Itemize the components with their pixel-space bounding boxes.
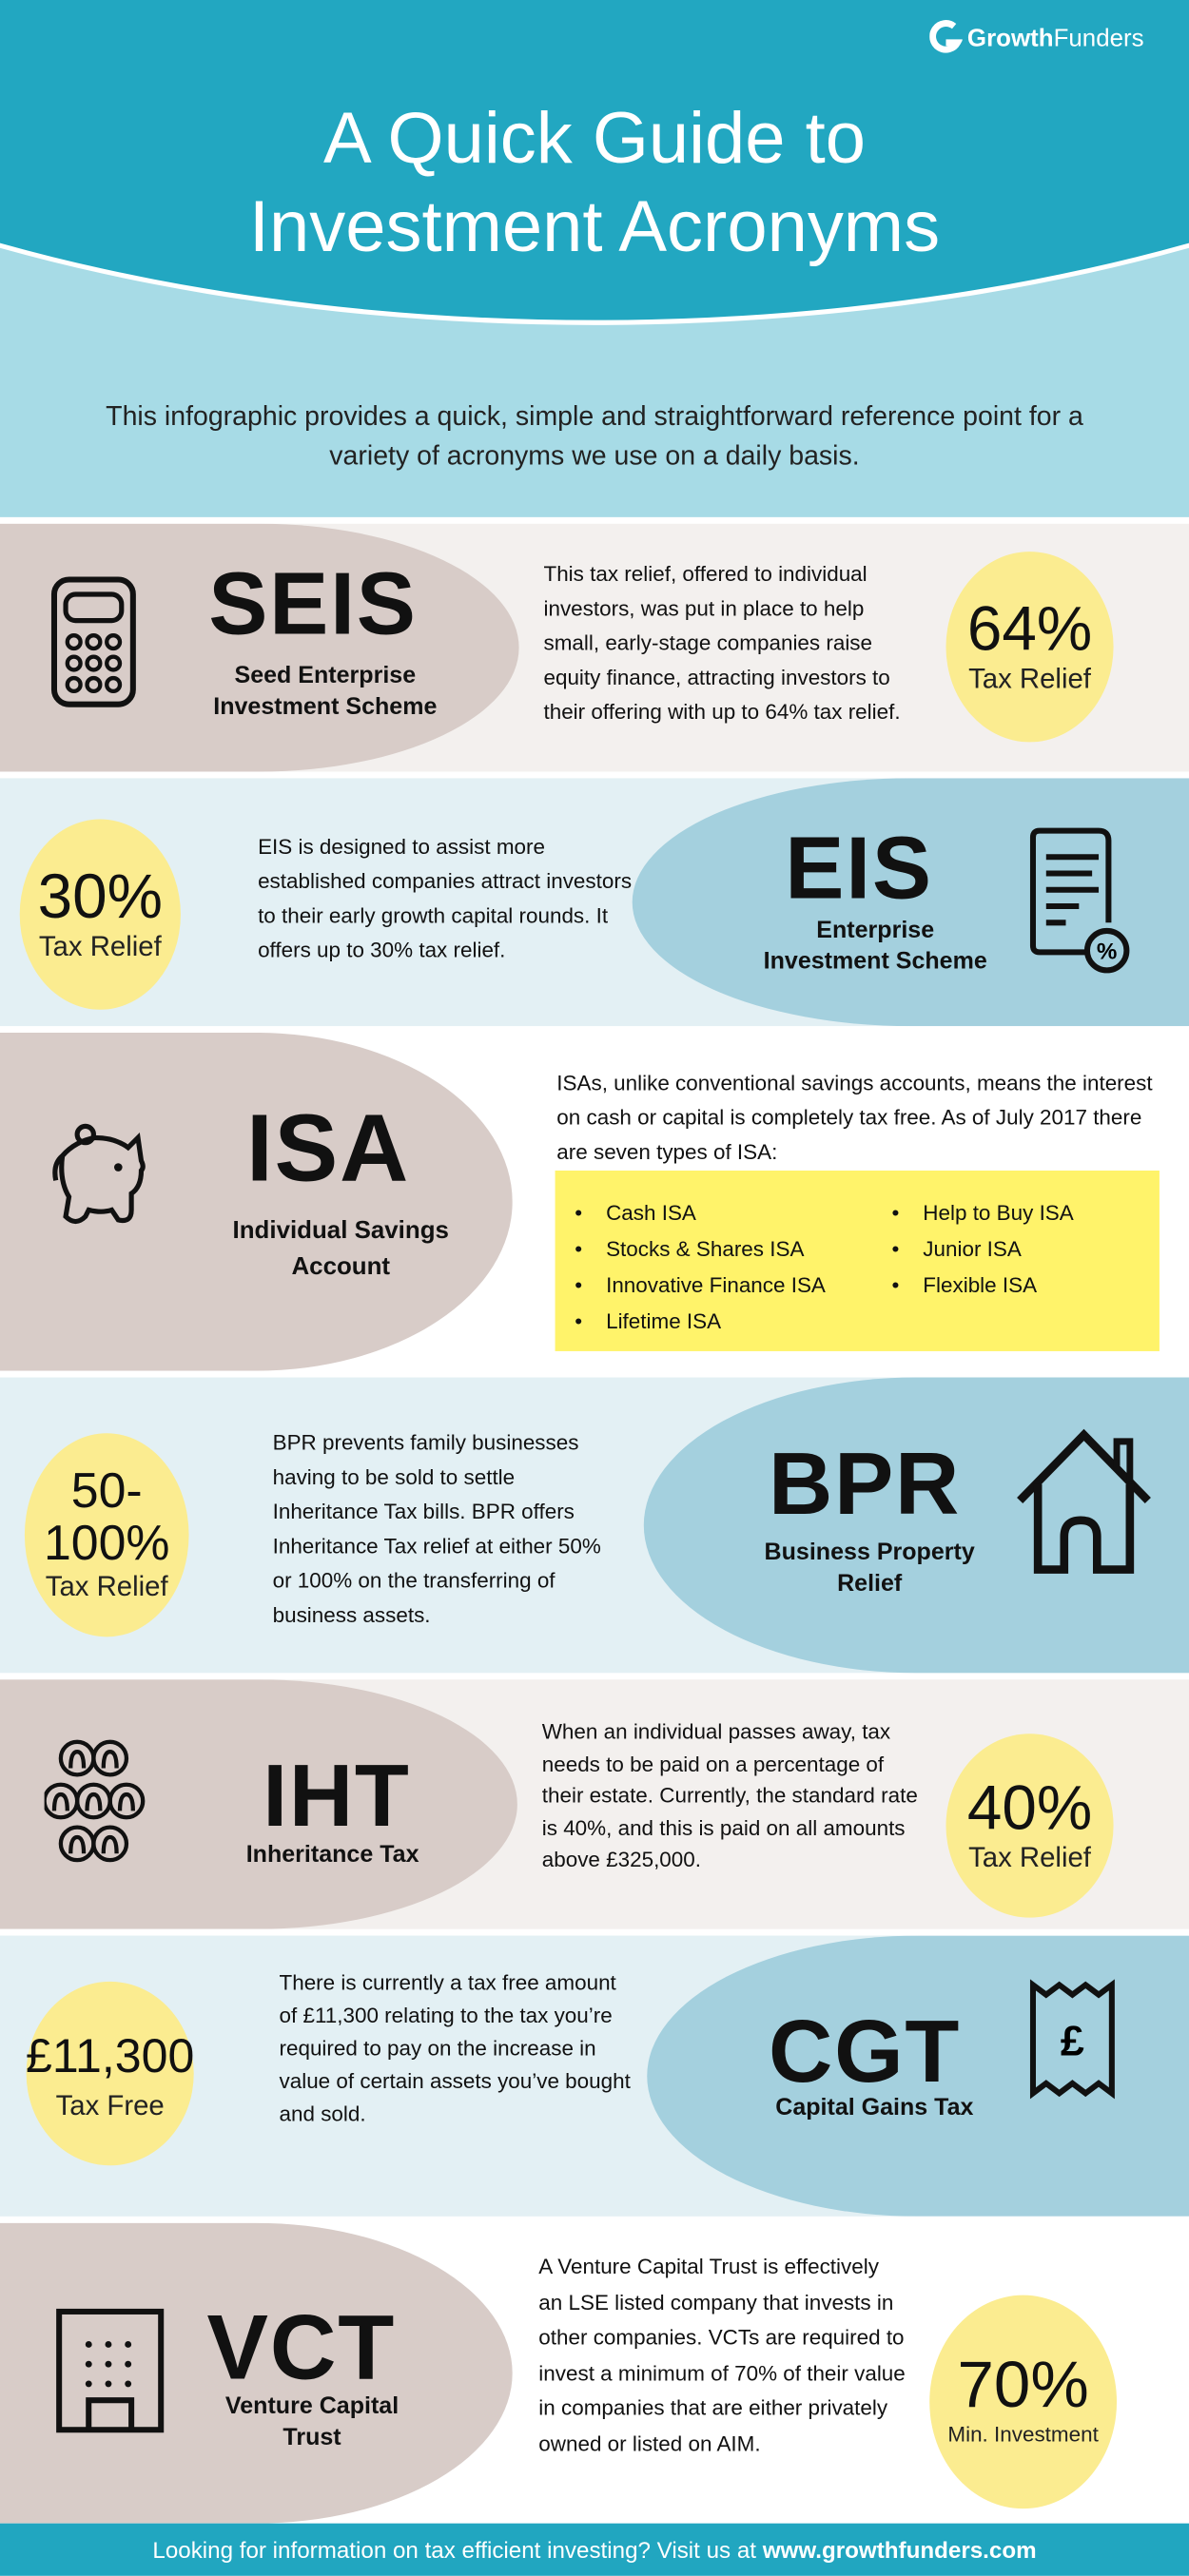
title-line-1: A Quick Guide to — [322, 98, 867, 180]
stat-circle: 64% Tax Relief — [945, 552, 1114, 743]
stat-label: Tax Relief — [968, 663, 1091, 695]
stat-circle: 30% Tax Relief — [19, 819, 181, 1010]
description: When an individual passes away, tax need… — [541, 1718, 918, 1872]
acronym-title: IHT — [263, 1747, 411, 1846]
stat-value: 40% — [966, 1774, 1093, 1844]
brand-logo[interactable]: Growth Funders — [929, 20, 1144, 56]
footer-text: Looking for information on tax efficient… — [152, 2536, 757, 2564]
acronym-title: BPR — [769, 1434, 962, 1534]
list-item: • Lifetime ISA — [575, 1308, 722, 1333]
house-icon — [1017, 1428, 1151, 1574]
stat-label: Min. Investment — [947, 2421, 1099, 2447]
description: A Venture Capital Trust is effectively a… — [538, 2254, 906, 2456]
growthfunders-logo-icon — [929, 20, 963, 53]
pound-receipt-icon: £ — [1029, 1979, 1115, 2100]
description: BPR prevents family businesses having to… — [272, 1429, 601, 1627]
acronym-name: Inheritance Tax — [245, 1842, 419, 1869]
acronym-title: SEIS — [208, 554, 418, 654]
list-item: • Innovative Finance ISA — [575, 1272, 826, 1297]
acronym-panel — [0, 523, 519, 772]
stat-value-line-1: 50- — [70, 1464, 143, 1520]
list-item: • Flexible ISA — [891, 1272, 1038, 1297]
stat-label: Tax Relief — [968, 1842, 1091, 1873]
section-eis: 30% Tax Relief EIS is designed to assist… — [0, 778, 1189, 1027]
acronym-name: Seed Enterprise Investment Scheme — [213, 663, 438, 721]
document-percent-icon: % — [1029, 827, 1130, 974]
acronym-panel — [647, 1935, 1189, 2217]
acronym-title: CGT — [769, 2003, 962, 2101]
acronym-title: VCT — [206, 2295, 397, 2399]
stat-circle: 40% Tax Relief — [945, 1733, 1114, 1918]
header-ellipse — [0, 0, 1189, 320]
svg-text:£: £ — [1061, 2017, 1084, 2065]
stat-label: Tax Free — [55, 2089, 165, 2121]
stat-value-line-2: 100% — [43, 1517, 170, 1572]
stat-circle: 50- 100% Tax Relief — [24, 1433, 189, 1637]
stat-value: 30% — [37, 863, 163, 933]
footer: Looking for information on tax efficient… — [0, 2523, 1189, 2576]
page-title: A Quick Guide to Investment Acronyms — [0, 95, 1189, 272]
acronym-title: ISA — [245, 1094, 411, 1202]
acronym-name: Individual Savings Account — [232, 1216, 449, 1281]
list-item: • Help to Buy ISA — [891, 1200, 1074, 1225]
brand-bold: Growth — [966, 24, 1054, 52]
isa-types-col-2: • Help to Buy ISA • Junior ISA • Flexibl… — [892, 1195, 1074, 1304]
section-isa: ISA Individual Savings Account ISAs, unl… — [0, 1032, 1189, 1371]
isa-types-box: • Cash ISA • Stocks & Shares ISA • Innov… — [555, 1171, 1160, 1351]
family-tree-icon — [44, 1739, 146, 1863]
stat-label: Tax Relief — [45, 1571, 168, 1603]
header: Growth Funders A Quick Guide to Investmen… — [0, 0, 1189, 517]
list-item: • Cash ISA — [575, 1200, 696, 1225]
description: ISAs, unlike conventional savings accoun… — [556, 1070, 1153, 1165]
description: There is currently a tax free amount of … — [279, 1969, 631, 2126]
section-bpr: 50- 100% Tax Relief BPR prevents family … — [0, 1377, 1189, 1674]
stat-label: Tax Relief — [38, 930, 162, 962]
section-vct: VCT Venture Capital Trust A Venture Capi… — [0, 2222, 1189, 2524]
acronym-name: Venture Capital Trust — [224, 2393, 400, 2451]
acronym-title: EIS — [785, 819, 933, 919]
section-iht: IHT Inheritance Tax When an individual p… — [0, 1679, 1189, 1929]
title-line-2: Investment Acronyms — [248, 186, 941, 268]
acronym-name: Business Property Relief — [764, 1540, 975, 1598]
acronym-panel — [632, 778, 1189, 1027]
section-cgt: £11,300 Tax Free There is currently a ta… — [0, 1935, 1189, 2217]
acronym-panel — [0, 2222, 513, 2524]
stat-value: £11,300 — [26, 2030, 195, 2083]
isa-types-col-1: • Cash ISA • Stocks & Shares ISA • Innov… — [575, 1195, 826, 1340]
acronym-name: Capital Gains Tax — [775, 2095, 974, 2121]
stat-circle: £11,300 Tax Free — [26, 1981, 195, 2166]
piggy-bank-icon — [52, 1123, 146, 1225]
list-item: • Junior ISA — [891, 1236, 1022, 1261]
footer-link[interactable]: www.growthfunders.com — [762, 2536, 1037, 2564]
intro-text: This infographic provides a quick, simpl… — [106, 401, 1083, 472]
calculator-icon — [50, 576, 136, 707]
description: This tax relief, offered to individual i… — [543, 561, 901, 725]
office-building-icon — [56, 2308, 165, 2433]
stat-circle: 70% Min. Investment — [929, 2295, 1118, 2509]
list-item: • Stocks & Shares ISA — [575, 1236, 805, 1261]
acronym-name: Enterprise Investment Scheme — [763, 918, 987, 976]
acronym-panel — [0, 1032, 513, 1371]
description: EIS is designed to assist more establish… — [258, 834, 633, 962]
svg-text:%: % — [1097, 939, 1117, 964]
stat-value: 64% — [966, 595, 1093, 666]
brand-light: Funders — [1053, 24, 1144, 52]
section-seis: SEIS Seed Enterprise Investment Scheme T… — [0, 523, 1189, 772]
stat-value: 70% — [957, 2349, 1089, 2422]
